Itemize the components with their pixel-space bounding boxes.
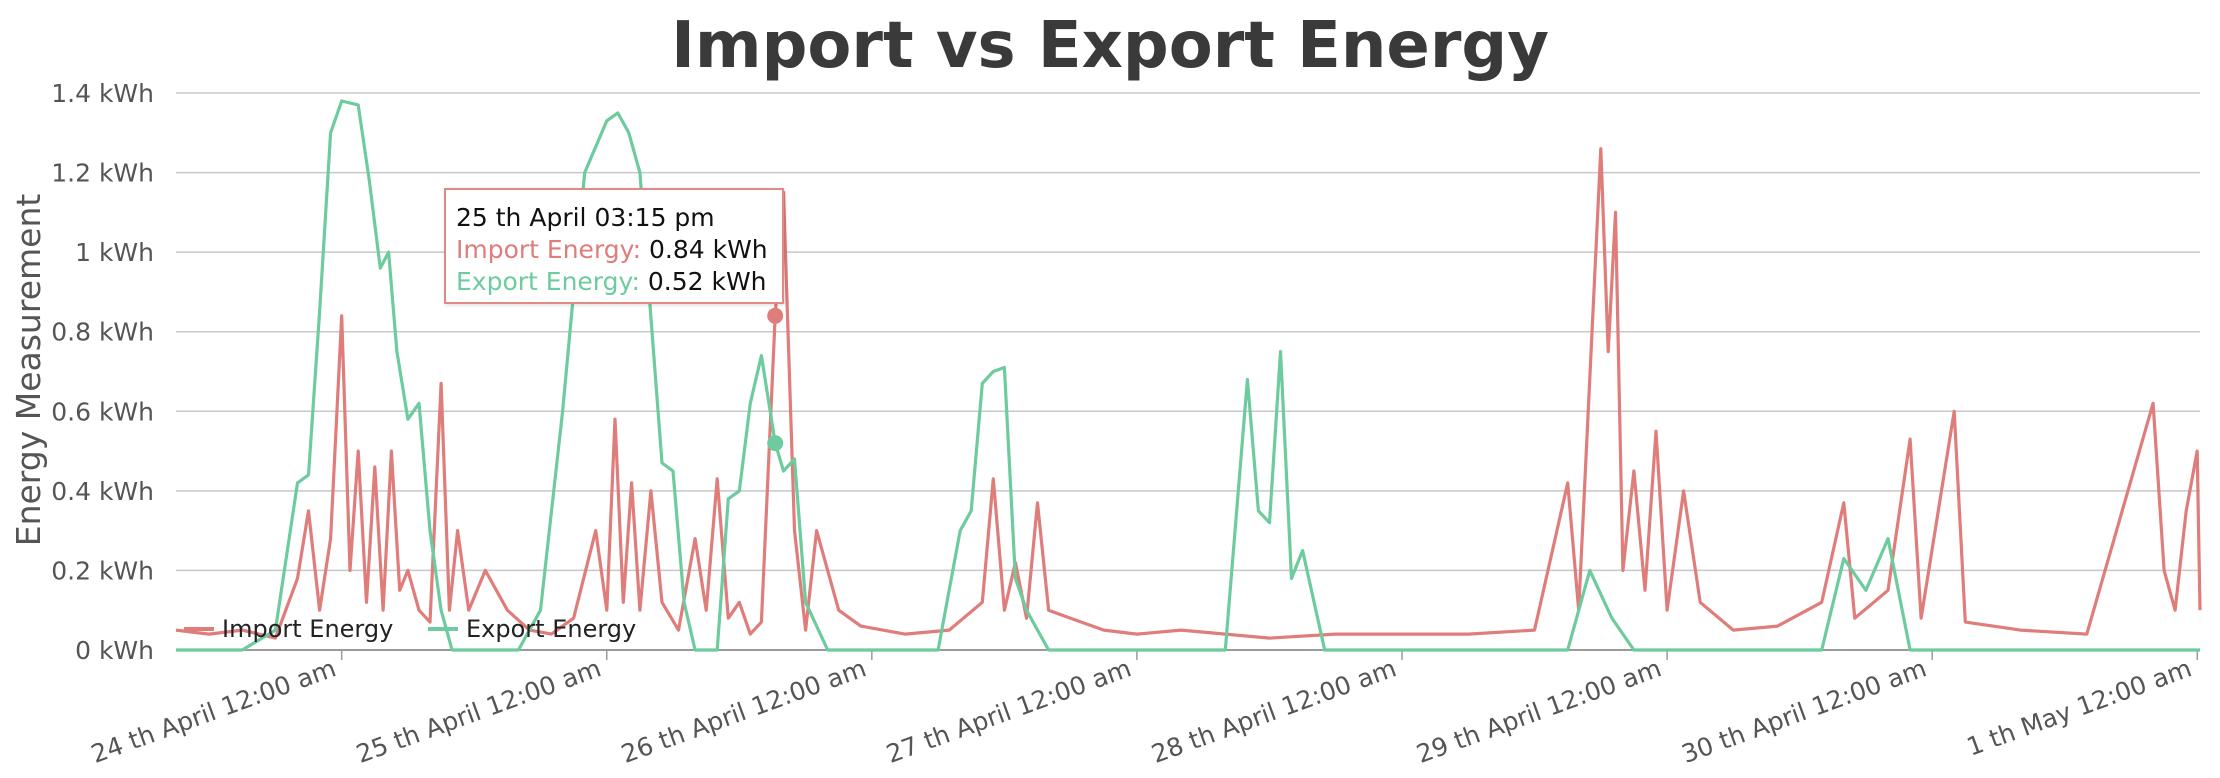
tooltip: 25 th April 03:15 pm Import Energy: 0.84… bbox=[444, 188, 784, 304]
x-axis-ticks: 24 th April 12:00 am 25 th April 12:00 am… bbox=[87, 650, 2198, 769]
import-hover-marker bbox=[767, 307, 784, 324]
y-tick-label: 1.4 kWh bbox=[51, 79, 154, 108]
tooltip-title: 25 th April 03:15 pm bbox=[456, 203, 715, 232]
legend-export-label[interactable]: Export Energy bbox=[466, 615, 636, 643]
y-tick-label: 1.2 kWh bbox=[51, 159, 154, 188]
y-tick-label: 0.8 kWh bbox=[51, 318, 154, 347]
y-axis-ticks: 0 kWh 0.2 kWh 0.4 kWh 0.6 kWh 0.8 kWh 1 kWh 1.… bbox=[51, 79, 154, 665]
tooltip-export-label: Export Energy: bbox=[456, 267, 640, 296]
import-energy-line bbox=[175, 147, 2202, 640]
x-tick-label: 26 th April 12:00 am bbox=[617, 653, 869, 769]
x-tick-label: 1 th May 12:00 am bbox=[1963, 653, 2195, 761]
legend-import-label[interactable]: Import Energy bbox=[222, 615, 393, 643]
export-energy-line bbox=[176, 99, 2200, 652]
y-tick-label: 1 kWh bbox=[75, 238, 154, 267]
hover-markers bbox=[767, 307, 784, 452]
legend[interactable]: Import Energy Export Energy bbox=[184, 615, 636, 643]
series-lines bbox=[175, 99, 2202, 652]
export-hover-marker bbox=[767, 435, 784, 452]
x-tick-label: 25 th April 12:00 am bbox=[352, 653, 604, 769]
y-axis-label: Energy Measurement bbox=[9, 194, 48, 547]
chart-title: Import vs Export Energy bbox=[671, 9, 1549, 83]
tooltip-import-label: Import Energy: bbox=[456, 235, 642, 264]
x-tick-label: 27 th April 12:00 am bbox=[883, 653, 1135, 769]
x-tick-label: 28 th April 12:00 am bbox=[1148, 653, 1400, 769]
x-tick-label: 29 th April 12:00 am bbox=[1413, 653, 1665, 769]
x-tick-label: 30 th April 12:00 am bbox=[1678, 653, 1930, 769]
grid-lines bbox=[176, 92, 2200, 651]
tooltip-export-row: Export Energy: 0.52 kWh bbox=[456, 266, 770, 298]
y-tick-label: 0 kWh bbox=[75, 636, 154, 665]
y-tick-label: 0.6 kWh bbox=[51, 397, 154, 426]
y-tick-label: 0.4 kWh bbox=[51, 477, 154, 506]
tooltip-export-value: 0.52 kWh bbox=[647, 267, 767, 296]
x-tick-label: 24 th April 12:00 am bbox=[87, 653, 339, 769]
y-tick-label: 0.2 kWh bbox=[51, 556, 154, 585]
tooltip-import-value: 0.84 kWh bbox=[649, 235, 768, 264]
tooltip-import-row: Import Energy: 0.84 kWh bbox=[456, 234, 770, 266]
